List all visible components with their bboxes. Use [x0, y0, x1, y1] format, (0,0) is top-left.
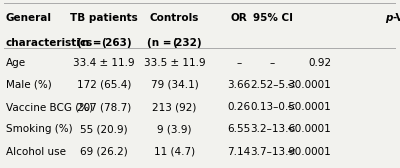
Text: <0.0001: <0.0001 [286, 102, 331, 112]
Text: General: General [6, 13, 52, 23]
Text: 3.66: 3.66 [228, 80, 251, 90]
Text: –: – [270, 58, 275, 68]
Text: 69 (26.2): 69 (26.2) [80, 146, 128, 157]
Text: 3.7–13.9: 3.7–13.9 [250, 146, 295, 157]
Text: 213 (92): 213 (92) [152, 102, 197, 112]
Text: OR: OR [231, 13, 248, 23]
Text: Alcohol use: Alcohol use [6, 146, 66, 157]
Text: <0.0001: <0.0001 [286, 124, 331, 134]
Text: (: ( [102, 38, 106, 48]
Text: Controls: Controls [150, 13, 199, 23]
Text: <0.0001: <0.0001 [286, 146, 331, 157]
Text: -Value: -Value [392, 13, 400, 23]
Text: 11 (4.7): 11 (4.7) [154, 146, 195, 157]
Text: (n = 232): (n = 232) [147, 38, 202, 48]
Text: (n = 263): (n = 263) [77, 38, 131, 48]
Text: 55 (20.9): 55 (20.9) [80, 124, 128, 134]
Text: 172 (65.4): 172 (65.4) [77, 80, 131, 90]
Text: 33.4 ± 11.9: 33.4 ± 11.9 [73, 58, 135, 68]
Text: 207 (78.7): 207 (78.7) [77, 102, 131, 112]
Text: (: ( [172, 38, 177, 48]
Text: <0.0001: <0.0001 [286, 80, 331, 90]
Text: Vaccine BCG (%): Vaccine BCG (%) [6, 102, 93, 112]
Text: 6.55: 6.55 [228, 124, 251, 134]
Text: Male (%): Male (%) [6, 80, 52, 90]
Text: –: – [236, 58, 242, 68]
Text: TB patients: TB patients [70, 13, 138, 23]
Text: 7.14: 7.14 [228, 146, 251, 157]
Text: 2.52–5.3: 2.52–5.3 [250, 80, 295, 90]
Text: 79 (34.1): 79 (34.1) [151, 80, 198, 90]
Text: 0.13–0.5: 0.13–0.5 [250, 102, 295, 112]
Text: 95% CI: 95% CI [252, 13, 292, 23]
Text: 0.26: 0.26 [228, 102, 251, 112]
Text: 9 (3.9): 9 (3.9) [157, 124, 192, 134]
Text: 33.5 ± 11.9: 33.5 ± 11.9 [144, 58, 205, 68]
Text: 0.92: 0.92 [308, 58, 331, 68]
Text: 3.2–13.6: 3.2–13.6 [250, 124, 295, 134]
Text: Age: Age [6, 58, 26, 68]
Text: characteristics: characteristics [6, 38, 93, 48]
Text: p: p [385, 13, 392, 23]
Text: Smoking (%): Smoking (%) [6, 124, 72, 134]
